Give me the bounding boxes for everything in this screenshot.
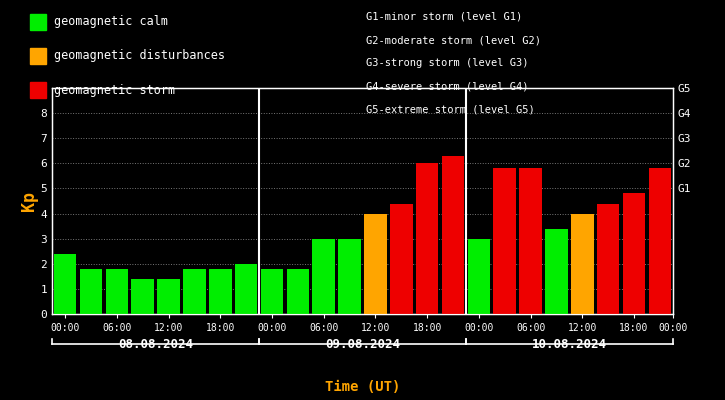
Bar: [286, 269, 309, 314]
Bar: [494, 168, 516, 314]
Y-axis label: Kp: Kp: [20, 191, 38, 211]
Text: G4-severe storm (level G4): G4-severe storm (level G4): [366, 82, 529, 92]
Bar: [209, 269, 231, 314]
Bar: [183, 269, 206, 314]
Bar: [106, 269, 128, 314]
Bar: [623, 194, 645, 314]
Bar: [312, 239, 335, 314]
Text: G3-strong storm (level G3): G3-strong storm (level G3): [366, 58, 529, 68]
Text: G2-moderate storm (level G2): G2-moderate storm (level G2): [366, 35, 541, 45]
Bar: [571, 214, 594, 314]
Text: 08.08.2024: 08.08.2024: [118, 338, 193, 351]
Text: geomagnetic calm: geomagnetic calm: [54, 16, 167, 28]
Text: geomagnetic storm: geomagnetic storm: [54, 84, 175, 96]
Text: 09.08.2024: 09.08.2024: [325, 338, 400, 351]
Text: geomagnetic disturbances: geomagnetic disturbances: [54, 50, 225, 62]
Bar: [157, 279, 180, 314]
Bar: [235, 264, 257, 314]
Bar: [261, 269, 283, 314]
Bar: [364, 214, 386, 314]
Bar: [54, 254, 76, 314]
Bar: [545, 229, 568, 314]
Bar: [597, 204, 619, 314]
Bar: [416, 163, 439, 314]
Text: Time (UT): Time (UT): [325, 380, 400, 394]
Text: 10.08.2024: 10.08.2024: [532, 338, 607, 351]
Bar: [442, 156, 464, 314]
Text: G1-minor storm (level G1): G1-minor storm (level G1): [366, 12, 523, 22]
Bar: [80, 269, 102, 314]
Text: G5-extreme storm (level G5): G5-extreme storm (level G5): [366, 105, 535, 115]
Bar: [339, 239, 361, 314]
Bar: [519, 168, 542, 314]
Bar: [390, 204, 413, 314]
Bar: [649, 168, 671, 314]
Bar: [131, 279, 154, 314]
Bar: [468, 239, 490, 314]
